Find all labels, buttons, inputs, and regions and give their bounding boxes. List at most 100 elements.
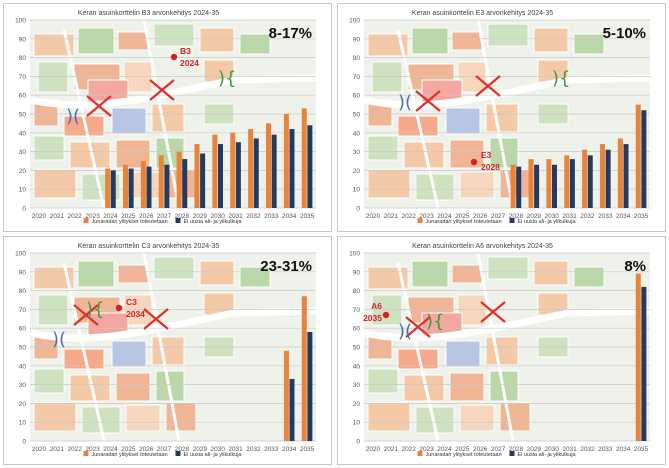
rail-corridor (29, 307, 317, 342)
y-tick-label: 30 (353, 382, 361, 389)
map-block (457, 61, 487, 93)
y-tick-label: 30 (19, 149, 27, 156)
legend-swatch (175, 451, 181, 456)
legend-label: Ei uusia ali- ja ylikulkuja (518, 219, 577, 225)
map-block (499, 402, 531, 432)
y-tick-label: 10 (19, 187, 27, 194)
y-tick-label: 60 (19, 326, 27, 333)
x-tick-label: 2028 (509, 213, 524, 220)
map-block (415, 173, 455, 201)
y-tick-label: 60 (353, 326, 361, 333)
map-block (33, 169, 77, 199)
bar-series-b (605, 149, 611, 208)
x-tick-label: 2029 (527, 446, 542, 453)
map-block (411, 27, 449, 55)
map-block (371, 61, 403, 93)
percent-label: 8-17% (269, 25, 312, 42)
x-tick-label: 2032 (580, 213, 595, 220)
y-tick-label: 20 (19, 168, 27, 175)
map-block (367, 33, 409, 57)
location-marker-icon (115, 304, 123, 312)
bar-series-b (569, 159, 575, 208)
percent-label: 8% (624, 258, 646, 275)
x-tick-label: 2027 (157, 446, 172, 453)
marker-label: 2034 (126, 309, 145, 319)
map-block (117, 264, 149, 284)
x-tick-label: 2033 (264, 213, 279, 220)
y-tick-label: 40 (353, 130, 361, 137)
bar-series-b (289, 378, 295, 441)
crossing-removed-icon (149, 79, 175, 101)
bar-series-a (176, 151, 182, 208)
x-tick-label: 2024 (437, 446, 452, 453)
map-block (487, 256, 529, 280)
marker-label: 2035 (363, 313, 382, 323)
legend-swatch (509, 218, 515, 223)
map-block (33, 266, 75, 290)
percent-label: 23-31% (260, 258, 312, 275)
bar-series-b (551, 164, 557, 208)
map-block (165, 402, 197, 432)
y-tick-label: 10 (19, 420, 27, 427)
map-street (396, 29, 440, 209)
map-block (367, 135, 399, 161)
location-marker-icon (470, 158, 478, 166)
map-block (117, 31, 149, 51)
x-tick-label: 2024 (437, 213, 452, 220)
x-tick-label: 2029 (193, 446, 208, 453)
overpass-icon: ){ (218, 68, 236, 89)
marker-label: C3 (126, 297, 137, 307)
map-block (449, 139, 485, 169)
x-tick-label: 2026 (139, 446, 154, 453)
y-tick-label: 10 (353, 187, 361, 194)
x-tick-label: 2029 (193, 213, 208, 220)
y-tick-label: 40 (19, 363, 27, 370)
bar-series-a (635, 273, 641, 441)
y-tick-label: 50 (19, 112, 27, 119)
x-tick-label: 2020 (32, 213, 47, 220)
bar-series-b (164, 164, 170, 208)
map-block (573, 33, 605, 55)
bar-series-b (235, 142, 241, 208)
chart-panel-c3: 0 10 20 30 40 50 60 70 80 90 100)(){2020 2021 2022 20… (3, 236, 332, 465)
y-tick-label: 90 (19, 36, 27, 43)
underpass-icon: )( (66, 106, 80, 127)
x-tick-label: 2026 (139, 213, 154, 220)
y-tick-label: 100 (15, 251, 26, 258)
x-tick-label: 2023 (419, 213, 434, 220)
legend-label: Ei uusia ali- ja ylikulkuja (184, 452, 243, 458)
legend-label: Junaradan ylitykset toteutetaan (92, 219, 168, 225)
map-block (111, 340, 147, 368)
overpass-icon: ){ (552, 68, 570, 89)
map-block (125, 404, 161, 432)
bar-series-b (128, 168, 134, 208)
bar-series-b (641, 286, 647, 441)
bar-series-a (600, 144, 606, 208)
underpass-icon: )( (52, 329, 66, 350)
map-street (62, 29, 106, 209)
x-tick-label: 2035 (634, 446, 649, 453)
legend-label: Ei uusia ali- ja ylikulkuja (518, 452, 577, 458)
bar-series-b (534, 164, 540, 208)
bar-series-a (564, 155, 570, 208)
underpass-icon: )( (398, 92, 412, 113)
map-block (367, 402, 411, 432)
map-block (33, 368, 65, 394)
y-tick-label: 90 (353, 269, 361, 276)
location-marker-icon (382, 311, 390, 319)
map-block (451, 264, 483, 284)
x-tick-label: 2023 (419, 446, 434, 453)
marker-label: 2024 (180, 58, 199, 68)
y-tick-label: 90 (19, 269, 27, 276)
x-tick-label: 2028 (509, 446, 524, 453)
map-block (445, 107, 481, 135)
x-tick-label: 2032 (246, 213, 261, 220)
bar-series-b (110, 170, 116, 208)
map-street (62, 262, 106, 442)
bar-series-b (253, 138, 259, 208)
legend-swatch (417, 218, 423, 223)
map-block (485, 103, 519, 133)
y-tick-label: 50 (19, 345, 27, 352)
map-block (33, 33, 75, 57)
